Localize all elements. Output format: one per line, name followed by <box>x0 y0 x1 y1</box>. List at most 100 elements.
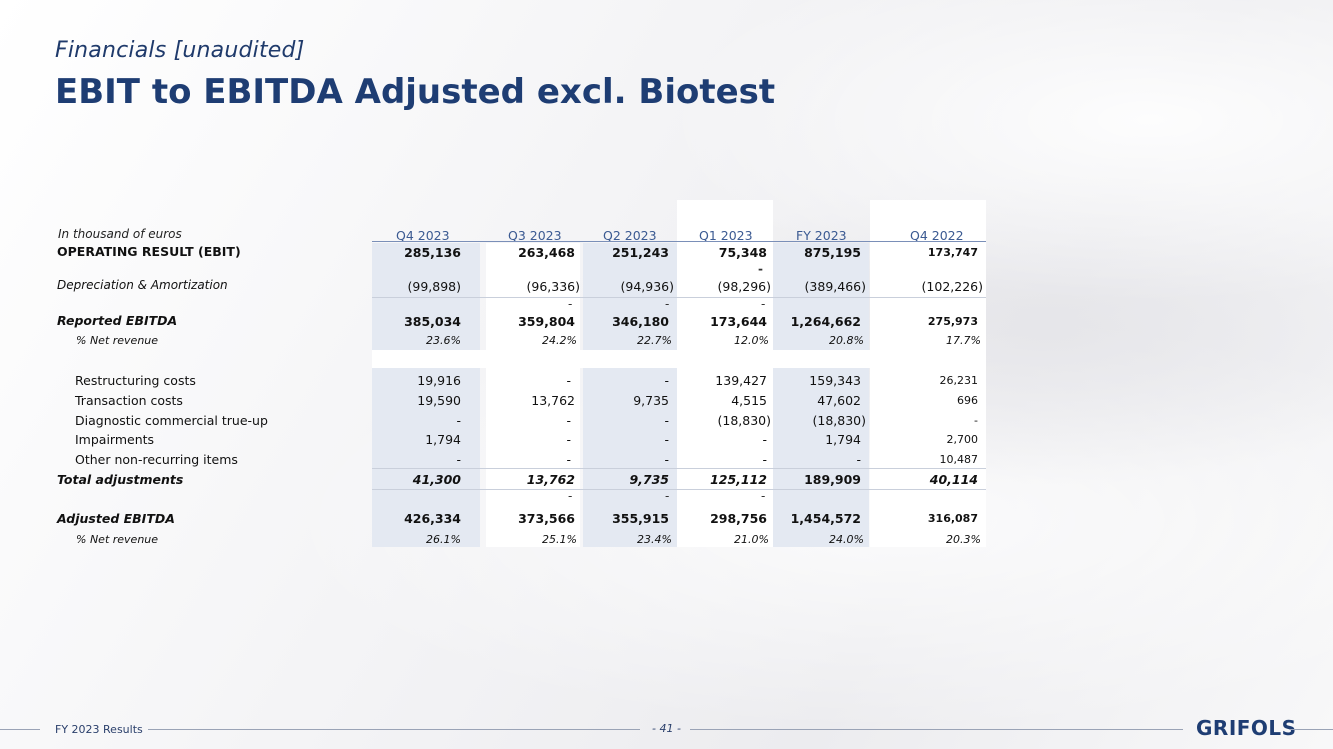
footer-rule-right <box>1290 729 1333 730</box>
cell: - <box>664 452 669 467</box>
separator <box>372 489 986 490</box>
cell: 19,590 <box>417 393 461 408</box>
spacer-band <box>372 350 986 368</box>
cell: - <box>762 432 767 447</box>
cell: 26.1% <box>426 533 461 546</box>
col-header-q4-2022: Q4 2022 <box>910 228 964 243</box>
cell: - <box>566 432 571 447</box>
stray-dash: - <box>761 489 766 503</box>
header-rule <box>372 241 986 242</box>
cell: 1,794 <box>825 432 861 447</box>
cell: 47,602 <box>817 393 861 408</box>
cell: (94,936) <box>620 279 675 294</box>
row-label-net-revenue-pct: % Net revenue <box>76 334 159 347</box>
cell: 359,804 <box>518 314 575 329</box>
row-label-total-adjustments: Total adjustments <box>57 472 184 487</box>
cell: 173,747 <box>927 246 978 259</box>
cell: 875,195 <box>804 245 861 260</box>
cell: (389,466) <box>804 279 866 294</box>
cell: - <box>664 373 669 388</box>
cell: 13,762 <box>531 393 575 408</box>
cell: 1,264,662 <box>790 314 861 329</box>
row-label-da: Depreciation & Amortization <box>57 278 228 292</box>
cell: - <box>664 432 669 447</box>
cell: 26,231 <box>939 374 979 387</box>
col-header-q4-2023: Q4 2023 <box>396 228 450 243</box>
footer-rule-left <box>0 729 40 730</box>
cell: 355,915 <box>612 511 669 526</box>
separator <box>372 468 986 469</box>
row-label-net-revenue-pct-adjusted: % Net revenue <box>76 533 159 546</box>
col-header-q2-2023: Q2 2023 <box>603 228 657 243</box>
footer-rule-mid-left <box>148 729 640 730</box>
cell: 21.0% <box>734 533 769 546</box>
cell: - <box>762 452 767 467</box>
row-label-transaction: Transaction costs <box>75 393 183 408</box>
stray-dash: - <box>758 262 763 276</box>
cell: 275,973 <box>927 315 978 328</box>
row-label-ebit: OPERATING RESULT (EBIT) <box>57 244 241 259</box>
grifols-logo: GRIFOLS <box>1196 716 1297 740</box>
cell: 19,916 <box>417 373 461 388</box>
stray-dash: - <box>761 297 766 311</box>
cell: 22.7% <box>637 334 672 347</box>
cell: 173,644 <box>710 314 767 329</box>
separator <box>372 297 986 298</box>
cell: 23.6% <box>426 334 461 347</box>
cell: 125,112 <box>710 472 767 487</box>
cell: 426,334 <box>404 511 461 526</box>
cell: - <box>974 414 978 427</box>
footer-label: FY 2023 Results <box>55 723 143 736</box>
cell: (99,898) <box>407 279 462 294</box>
cell: 285,136 <box>404 245 461 260</box>
cell: - <box>566 452 571 467</box>
row-label-restructuring: Restructuring costs <box>75 373 196 388</box>
col-bg-q2-2023 <box>583 243 677 547</box>
cell: 10,487 <box>939 453 979 466</box>
row-label-diagnostic: Diagnostic commercial true-up <box>75 413 268 428</box>
page-number: - 41 - <box>652 722 681 735</box>
cell: (102,226) <box>921 279 983 294</box>
cell: - <box>856 452 861 467</box>
stray-dash: - <box>568 297 573 311</box>
cell: 263,468 <box>518 245 575 260</box>
cell: 17.7% <box>946 334 981 347</box>
row-label-reported-ebitda: Reported EBITDA <box>57 313 178 328</box>
cell: 1,794 <box>425 432 461 447</box>
cell: (96,336) <box>526 279 581 294</box>
section-subtitle: Financials [unaudited] <box>55 38 305 63</box>
row-label-adjusted-ebitda: Adjusted EBITDA <box>57 511 175 526</box>
cell: 298,756 <box>710 511 767 526</box>
col-header-q3-2023: Q3 2023 <box>508 228 562 243</box>
col-bg-q4-2023 <box>372 243 480 547</box>
stray-dash: - <box>665 489 670 503</box>
cell: 4,515 <box>731 393 767 408</box>
cell: (98,296) <box>717 279 772 294</box>
cell: - <box>664 413 669 428</box>
stray-dash: - <box>665 297 670 311</box>
cell: 2,700 <box>946 433 979 446</box>
cell: 20.3% <box>946 533 981 546</box>
footer-rule-mid-right <box>690 729 1183 730</box>
cell: 24.0% <box>829 533 864 546</box>
cell: - <box>456 452 461 467</box>
col-header-q1-2023: Q1 2023 <box>699 228 753 243</box>
cell: 23.4% <box>637 533 672 546</box>
cell: 75,348 <box>718 245 767 260</box>
cell: 251,243 <box>612 245 669 260</box>
page-title: EBIT to EBITDA Adjusted excl. Biotest <box>55 72 776 112</box>
col-bg-q3-2023 <box>486 243 580 547</box>
row-label-impairments: Impairments <box>75 432 155 447</box>
cell: 40,114 <box>929 472 978 487</box>
cell: 12.0% <box>734 334 769 347</box>
cell: 696 <box>957 394 978 407</box>
cell: 25.1% <box>542 533 577 546</box>
cell: (18,830) <box>717 413 772 428</box>
cell: 189,909 <box>804 472 861 487</box>
cell: 316,087 <box>927 512 978 525</box>
cell: 159,343 <box>809 373 861 388</box>
col-bg-fy-2023 <box>773 243 869 547</box>
row-label-other: Other non-recurring items <box>75 452 238 467</box>
cell: 24.2% <box>542 334 577 347</box>
cell: 9,735 <box>629 472 669 487</box>
